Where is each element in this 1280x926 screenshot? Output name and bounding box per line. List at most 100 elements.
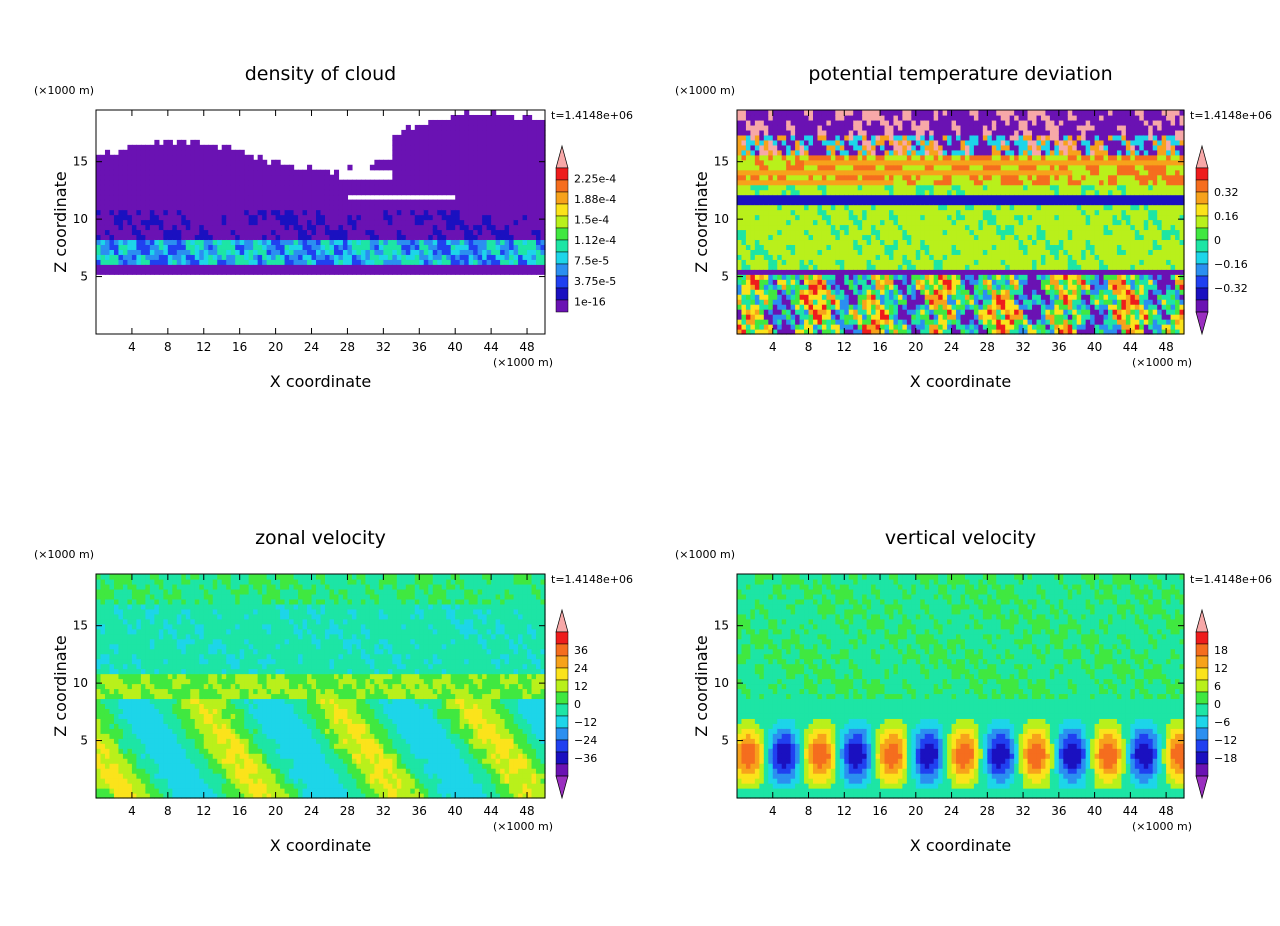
field-cell — [790, 139, 796, 146]
field-cell — [145, 159, 151, 166]
field-cell — [360, 214, 366, 221]
field-cell — [540, 219, 546, 226]
field-cell — [821, 234, 827, 241]
field-cell — [414, 164, 420, 171]
field-cell — [392, 199, 398, 206]
field-cell — [920, 169, 926, 176]
field-cell — [812, 324, 819, 330]
field-cell — [181, 214, 187, 221]
field-cell — [768, 144, 774, 151]
field-cell — [320, 179, 326, 186]
field-cell — [504, 249, 510, 255]
field-cell — [509, 124, 515, 131]
field-cell — [536, 259, 542, 265]
field-cell — [145, 154, 151, 161]
field-cell — [244, 249, 250, 255]
field-cell — [356, 199, 362, 206]
field-cell — [857, 139, 863, 146]
field-cell — [127, 169, 133, 176]
field-cell — [441, 264, 447, 270]
field-cell — [790, 174, 796, 181]
field-cell — [888, 269, 895, 275]
field-cell — [194, 204, 200, 211]
field-cell — [131, 144, 138, 151]
field-cell — [378, 204, 384, 211]
field-cell — [906, 239, 912, 245]
field-cell — [257, 174, 263, 181]
field-cell — [763, 274, 769, 280]
field-cell — [383, 254, 389, 260]
field-cell — [172, 199, 178, 206]
field-cell — [307, 179, 313, 186]
field-cell — [848, 204, 854, 211]
field-cell — [423, 139, 429, 146]
field-cell — [360, 244, 366, 250]
field-cell — [933, 159, 939, 166]
field-cell — [257, 204, 263, 211]
field-cell — [848, 110, 854, 116]
field-cell — [902, 134, 908, 141]
field-cell — [897, 214, 903, 221]
field-cell — [938, 249, 944, 255]
field-cell — [235, 179, 241, 186]
field-cell — [378, 244, 384, 250]
field-cell — [817, 114, 823, 121]
field-cell — [486, 249, 492, 255]
field-cell — [491, 239, 497, 245]
field-cell — [167, 164, 173, 171]
field-cell — [136, 189, 142, 196]
field-cell — [902, 174, 908, 181]
field-cell — [104, 169, 111, 176]
field-cell — [145, 244, 151, 250]
field-cell — [759, 284, 765, 290]
field-cell — [862, 234, 868, 241]
field-cell — [960, 254, 966, 260]
field-cell — [158, 194, 164, 201]
field-cell — [902, 294, 908, 300]
field-cell — [356, 224, 362, 231]
field-cell — [924, 110, 930, 116]
field-cell — [888, 284, 895, 290]
field-cell — [737, 254, 743, 260]
field-cell — [441, 209, 447, 216]
field-cell — [338, 219, 344, 226]
field-cell — [853, 234, 859, 241]
field-cell — [455, 239, 461, 245]
field-cell — [405, 179, 411, 186]
field-cell — [298, 229, 304, 236]
field-cell — [320, 199, 326, 206]
field-cell — [911, 239, 917, 245]
field-cell — [826, 159, 832, 166]
field-cell — [866, 244, 872, 250]
field-cell — [396, 239, 402, 245]
colorbar-segment — [555, 275, 569, 289]
field-cell — [324, 179, 331, 186]
field-cell — [772, 119, 778, 126]
field-cell — [848, 129, 854, 136]
field-cell — [181, 189, 187, 196]
field-cell — [235, 269, 241, 275]
field-cell — [754, 259, 760, 265]
field-cell — [531, 139, 537, 146]
field-cell — [113, 244, 120, 250]
field-cell — [897, 209, 903, 216]
field-cell — [911, 279, 917, 285]
field-cell — [181, 164, 187, 171]
field-cell — [956, 194, 962, 201]
field-cell — [938, 174, 944, 181]
field-cell — [145, 179, 151, 186]
field-cell — [473, 169, 479, 176]
field-cell — [172, 214, 178, 221]
field-cell — [441, 159, 447, 166]
field-cell — [199, 239, 205, 245]
field-cell — [866, 164, 872, 171]
field-cell — [536, 139, 542, 146]
field-cell — [275, 254, 281, 260]
field-cell — [866, 209, 872, 216]
field-cell — [911, 259, 917, 265]
field-cell — [298, 179, 304, 186]
field-cell — [741, 234, 747, 241]
field-cell — [172, 234, 178, 241]
field-cell — [253, 164, 259, 171]
field-cell — [915, 164, 921, 171]
